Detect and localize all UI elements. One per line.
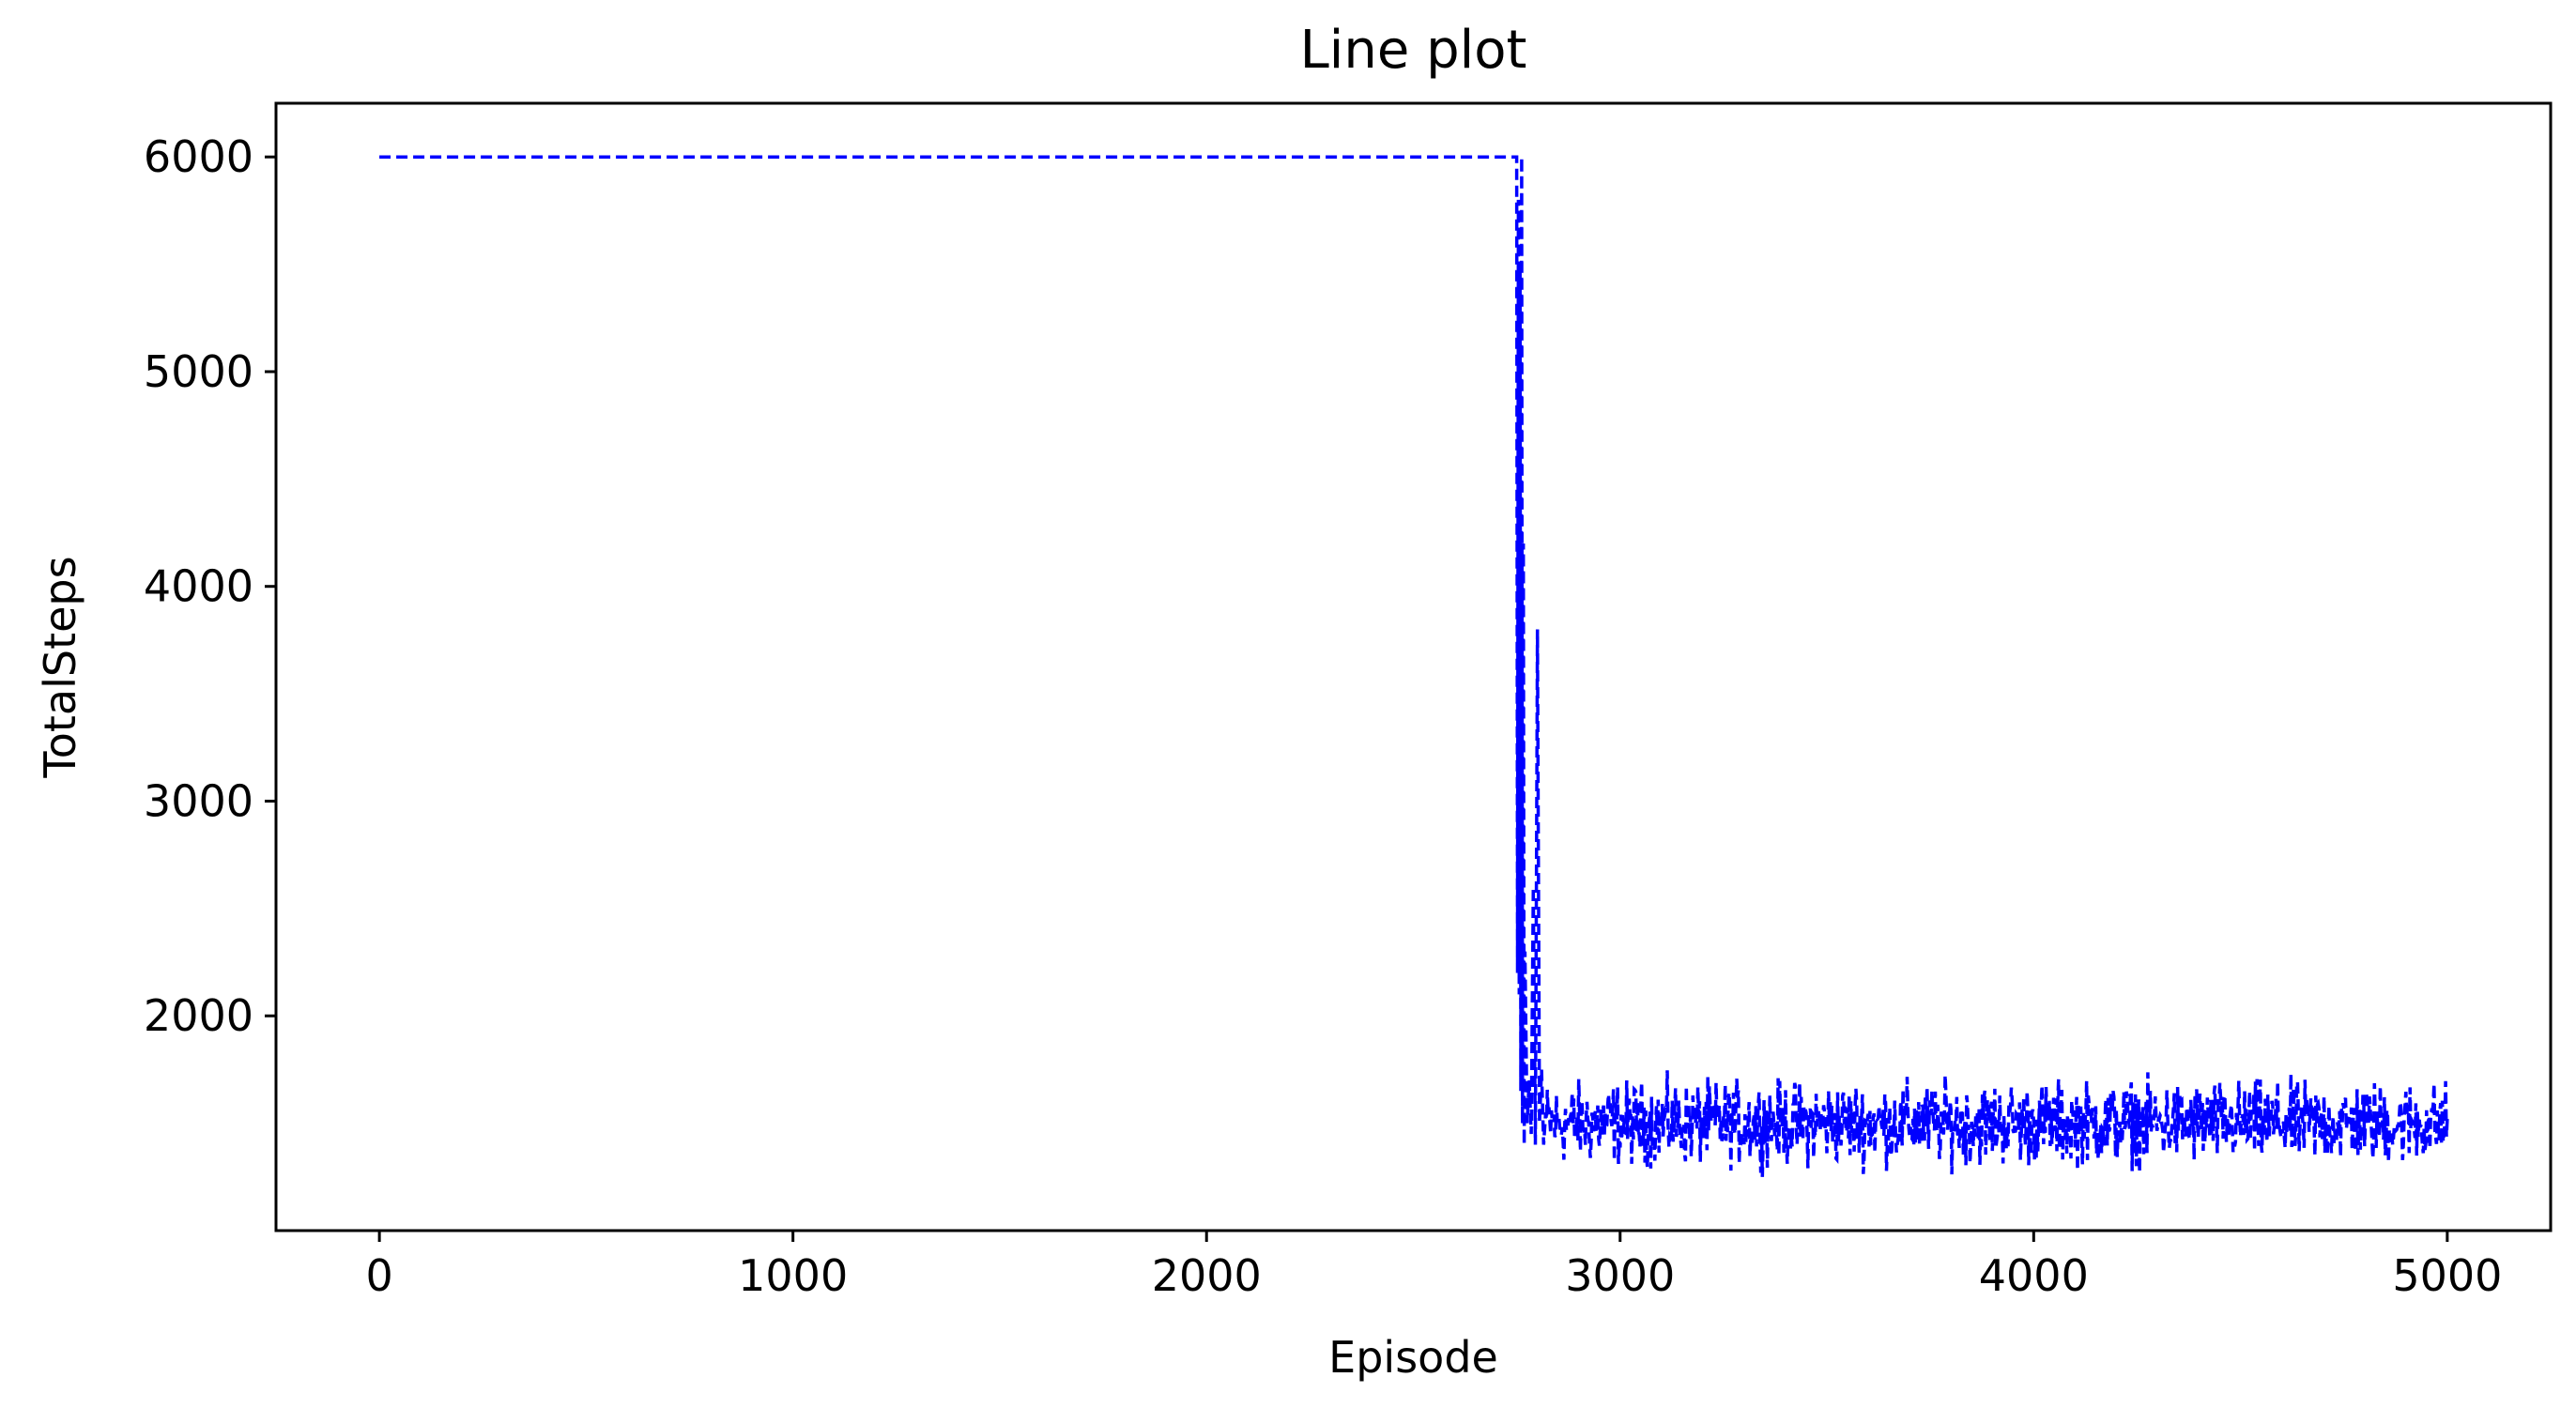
x-axis: 0 1000 2000 3000 4000 5000 <box>365 1231 2502 1301</box>
y-tick-label: 4000 <box>144 561 253 612</box>
x-axis-label: Episode <box>1328 1332 1498 1383</box>
x-tick-label: 1000 <box>738 1250 848 1301</box>
chart-title: Line plot <box>1300 20 1527 81</box>
x-tick-label: 4000 <box>1979 1250 2089 1301</box>
y-tick-label: 3000 <box>144 775 253 826</box>
series-line <box>379 155 2449 1177</box>
y-axis: 2000 3000 4000 5000 6000 <box>144 131 276 1041</box>
x-tick-label: 0 <box>365 1250 392 1301</box>
y-tick-label: 5000 <box>144 346 253 397</box>
y-tick-label: 6000 <box>144 131 253 182</box>
y-tick-label: 2000 <box>144 990 253 1041</box>
plot-area <box>379 155 2449 1177</box>
x-tick-label: 2000 <box>1152 1250 1262 1301</box>
x-tick-label: 3000 <box>1565 1250 1675 1301</box>
y-axis-label: TotalSteps <box>35 556 85 778</box>
plot-frame <box>274 101 2553 1232</box>
x-tick-label: 5000 <box>2392 1250 2502 1301</box>
